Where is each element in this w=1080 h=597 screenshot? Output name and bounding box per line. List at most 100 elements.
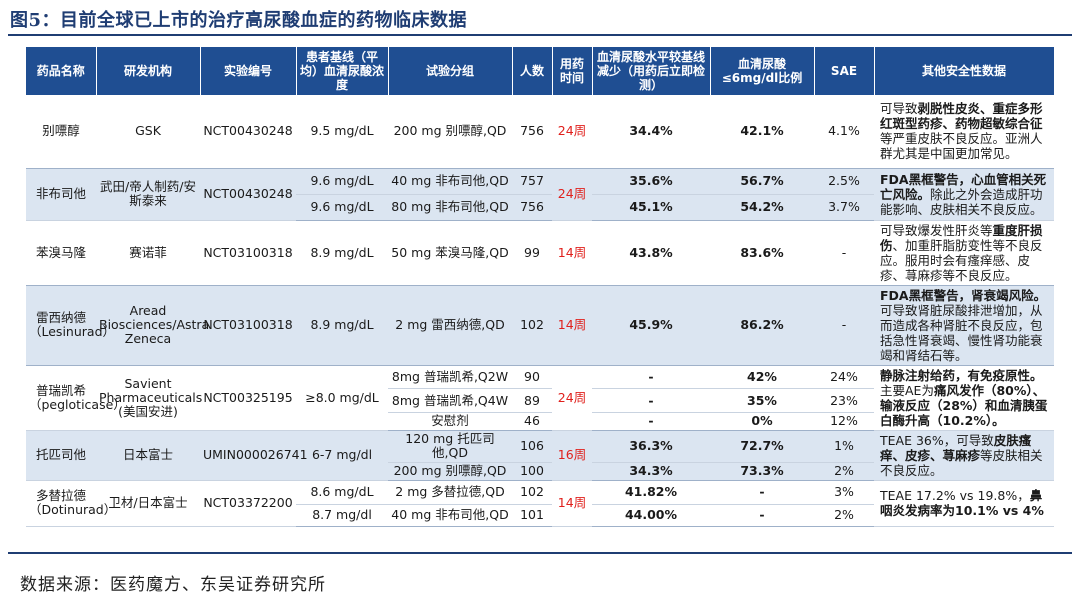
figure-title: 图5：目前全球已上市的治疗高尿酸血症的药物临床数据 (10, 10, 468, 31)
target-ratio-cell: 72.7% (710, 430, 814, 463)
safety-cell: 静脉注射给药，有免疫原性。主要AE为痛风发作（80%）、输液反应（28%）和血清… (874, 365, 1054, 431)
drug-name-cell: 非布司他 (26, 168, 96, 221)
duration-cell: 24周 (552, 365, 592, 431)
group-cell: 安慰剂 (388, 412, 512, 431)
safety-text: 可导致 (880, 101, 918, 117)
reduction-cell: - (592, 412, 710, 431)
target-ratio-cell: 86.2% (710, 285, 814, 366)
group-cell: 40 mg 非布司他,QD (388, 504, 512, 527)
header-safety: 其他安全性数据 (874, 47, 1055, 95)
table-row: 多替拉德（Dotinurad） 卫材/日本富士 NCT03372200 8.6 mg/… (26, 480, 1054, 527)
safety-cell: 可导致剥脱性皮炎、重症多形红斑型药疹、药物超敏综合征等严重皮肤不良反应。亚洲人群… (874, 95, 1054, 169)
table-row: 别嘌醇 GSK NCT00430248 9.5 mg/dL 200 mg 别嘌醇,QD 7… (26, 95, 1054, 169)
reduction-cell: 45.9% (592, 285, 710, 366)
drug-clinical-data-table: 药品名称 研发机构 实验编号 患者基线（平均）血清尿酸浓度 试验分组 人数 用药时间 血清尿酸… (26, 47, 1055, 527)
patients-cell: 89 (512, 388, 552, 414)
top-rule (8, 34, 1072, 36)
table-row: 9.6 mg/dL 80 mg 非布司他,QD 756 45.1% 54.2% 3.7% (26, 194, 1054, 221)
reduction-cell: 36.3% (592, 430, 710, 463)
patients-cell: 756 (512, 95, 552, 169)
table-row: 托匹司他 日本富士 UMIN000026741 6-7 mg/dl 120 mg 托匹司… (26, 430, 1054, 481)
patients-cell: 46 (512, 412, 552, 431)
trial-id-cell: NCT03100318 (200, 220, 296, 286)
patients-cell: 99 (512, 220, 552, 286)
developer-cell: Aread Biosciences/Astra Zeneca (96, 285, 209, 366)
duration-cell: 14周 (552, 220, 592, 286)
table-row: 200 mg 别嘌醇,QD 100 34.3% 73.3% 2% (26, 462, 1054, 481)
target-ratio-cell: 0% (710, 412, 814, 431)
header-patients: 人数 (512, 47, 553, 95)
duration-cell: 24周 (552, 168, 592, 221)
safety-text: 、加重肝脂肪变性等不良反应。服用时会有瘙痒感、皮疹、荨麻疹等不良反应。 (880, 237, 1043, 283)
header-group: 试验分组 (388, 47, 513, 95)
target-ratio-cell: 56.7% (710, 168, 814, 195)
table-row: 8.7 mg/dl 40 mg 非布司他,QD 101 44.00% -2% (26, 504, 1054, 527)
header-baseline: 患者基线（平均）血清尿酸浓度 (296, 47, 389, 95)
safety-text: 痛风发作（80%）、输液反应（28%）和血清胰蛋白酶升高（10.2%）。 (880, 382, 1048, 428)
safety-text: FDA黑框警告，心血管相关死亡风险。 (880, 171, 1047, 202)
safety-text: 等皮肤相关不良反应。 (880, 447, 1043, 478)
sae-cell: 3% (814, 480, 874, 505)
duration-cell: 14周 (552, 285, 592, 366)
target-ratio-cell: - (710, 504, 814, 527)
drug-name-cell: 雷西纳德（Lesinurad） (26, 285, 115, 366)
target-ratio-cell: - (710, 480, 814, 505)
sae-cell: - (814, 285, 874, 366)
baseline-cell: 8.7 mg/dl (296, 504, 388, 527)
drug-name-cell: 苯溴马隆 (26, 220, 96, 286)
trial-id-cell: NCT00430248 (200, 95, 296, 169)
safety-text: 可导致爆发性肝炎等 (880, 222, 993, 238)
sae-cell: 23% (814, 388, 874, 414)
header-reduction: 血清尿酸水平较基线减少（用药后立即检测） (592, 47, 711, 95)
baseline-cell: 9.6 mg/dL (296, 168, 388, 195)
drug-name-cell: 托匹司他 (26, 430, 96, 481)
group-cell: 200 mg 别嘌醇,QD (388, 95, 512, 169)
sae-cell: 3.7% (814, 194, 874, 221)
header-duration: 用药时间 (552, 47, 593, 95)
drug-name-cell: 别嘌醇 (26, 95, 96, 169)
patients-cell: 757 (512, 168, 552, 195)
trial-id-cell: NCT00325195 (200, 365, 296, 431)
developer-cell: 赛诺菲 (96, 220, 200, 286)
group-cell: 2 mg 雷西纳德,QD (388, 285, 512, 366)
reduction-cell: 44.00% (592, 504, 710, 527)
header-target-ratio: 血清尿酸≤6mg/dl比例 (710, 47, 815, 95)
duration-cell: 16周 (552, 430, 592, 481)
sae-cell: 1% (814, 430, 874, 463)
baseline-cell: 6-7 mg/dl (296, 430, 388, 481)
safety-cell: 可导致爆发性肝炎等重度肝损伤、加重肝脂肪变性等不良反应。服用时会有瘙痒感、皮疹、… (874, 220, 1054, 286)
target-ratio-cell: 35% (710, 388, 814, 414)
target-ratio-cell: 42.1% (710, 95, 814, 169)
group-cell: 80 mg 非布司他,QD (388, 194, 512, 221)
trial-id-cell: NCT00430248 (200, 168, 296, 221)
reduction-cell: 34.3% (592, 462, 710, 481)
sae-cell: 2% (814, 504, 874, 527)
header-developer: 研发机构 (96, 47, 201, 95)
bottom-rule (8, 552, 1072, 554)
safety-text: TEAE 17.2% vs 19.8%， (880, 488, 1030, 503)
safety-cell: FDA黑框警告，肾衰竭风险。可导致肾脏尿酸排泄增加，从而造成各种肾脏不良反应，包… (874, 285, 1054, 366)
header-sae: SAE (814, 47, 875, 95)
safety-text: TEAE 36%，可导致 (880, 432, 994, 448)
trial-id-cell: UMIN000026741 (200, 430, 308, 481)
safety-text: 皮肤瘙痒、皮疹、荨麻疹 (880, 432, 1032, 463)
drug-name-cell: 普瑞凯希（pegloticase） (26, 365, 126, 431)
safety-text: 主要AE为 (880, 382, 934, 398)
trial-id-cell: NCT03100318 (200, 285, 296, 366)
reduction-cell: 34.4% (592, 95, 710, 169)
baseline-cell: 8.9 mg/dL (296, 220, 388, 286)
sae-cell: 2.5% (814, 168, 874, 195)
duration-cell: 14周 (552, 480, 592, 527)
safety-text: 剥脱性皮炎、重症多形红斑型药疹、药物超敏综合征 (880, 101, 1043, 132)
group-cell: 200 mg 别嘌醇,QD (388, 462, 512, 481)
group-cell: 2 mg 多替拉德,QD (388, 480, 512, 505)
safety-cell: TEAE 17.2% vs 19.8%，鼻咽炎发病率为10.1% vs 4% (874, 480, 1054, 527)
trial-id-cell: NCT03372200 (200, 480, 296, 527)
source-note: 数据来源：医药魔方、东吴证券研究所 (20, 575, 326, 595)
patients-cell: 102 (512, 480, 552, 505)
target-ratio-cell: 54.2% (710, 194, 814, 221)
developer-cell: 日本富士 (96, 430, 200, 481)
group-cell: 8mg 普瑞凯希,Q4W (388, 388, 512, 414)
baseline-cell: 9.5 mg/dL (296, 95, 388, 169)
duration-cell: 24周 (552, 95, 592, 169)
